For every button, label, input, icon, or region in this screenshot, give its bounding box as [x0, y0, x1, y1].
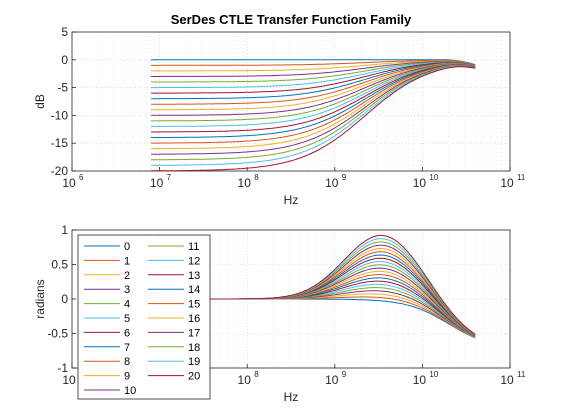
x-tick-label: 10 [325, 373, 339, 387]
legend-box [77, 234, 211, 400]
x-tick-label: 10 [500, 176, 514, 190]
x-tick-label: 10 [238, 373, 252, 387]
y-tick-label: 5 [61, 25, 68, 39]
legend-label-12: 12 [188, 255, 200, 267]
x-tick-label: 10 [325, 176, 339, 190]
x-tick-exponent: 8 [254, 370, 259, 379]
magnitude-curve-17 [151, 65, 476, 155]
legend-label-17: 17 [188, 327, 200, 339]
x-tick-exponent: 8 [254, 173, 259, 182]
magnitude-curve-8 [151, 62, 476, 105]
y-tick-label: 1 [61, 223, 68, 237]
y-tick-label: -5 [57, 81, 68, 95]
magnitude-curve-10 [151, 63, 476, 116]
x-tick-exponent: 11 [517, 173, 526, 182]
legend-label-0: 0 [124, 241, 130, 253]
legend-label-9: 9 [124, 371, 130, 383]
y-tick-label: 0 [61, 292, 68, 306]
y-tick-label: -20 [51, 164, 69, 178]
x-axis-label: Hz [284, 193, 299, 207]
y-tick-label: 0 [61, 53, 68, 67]
magnitude-curve-13 [151, 64, 476, 133]
magnitude-curve-14 [151, 64, 476, 138]
legend-label-3: 3 [124, 284, 130, 296]
x-tick-label: 10 [150, 176, 164, 190]
legend-label-7: 7 [124, 342, 130, 354]
magnitude-curve-3 [151, 60, 476, 77]
legend-label-18: 18 [188, 342, 200, 354]
legend-label-15: 15 [188, 299, 200, 311]
magnitude-curve-12 [151, 63, 476, 127]
magnitude-curve-20 [151, 66, 476, 172]
magnitude-curve-0 [151, 59, 476, 66]
y-tick-label: -0.5 [47, 327, 68, 341]
chart-title: SerDes CTLE Transfer Function Family [171, 12, 412, 27]
axes-box [71, 31, 511, 172]
x-tick-label: 10 [500, 373, 514, 387]
y-axis-label: dB [33, 94, 47, 109]
magnitude-curve-16 [151, 65, 476, 150]
magnitude-curve-9 [151, 62, 476, 111]
y-tick-label: 0.5 [51, 258, 68, 272]
y-tick-label: -15 [51, 136, 69, 150]
legend-label-5: 5 [124, 313, 130, 325]
legend-label-19: 19 [188, 356, 200, 368]
x-tick-exponent: 9 [342, 370, 347, 379]
legend-label-6: 6 [124, 327, 130, 339]
legend-label-11: 11 [188, 241, 199, 253]
magnitude-curve-7 [151, 62, 476, 100]
x-tick-label: 10 [413, 373, 427, 387]
x-tick-exponent: 11 [517, 370, 526, 379]
x-tick-exponent: 10 [429, 173, 438, 182]
magnitude-curve-15 [151, 64, 476, 144]
magnitude-curve-18 [151, 65, 476, 161]
legend-label-1: 1 [124, 255, 130, 267]
x-tick-exponent: 10 [429, 370, 438, 379]
x-tick-exponent: 7 [167, 173, 172, 182]
x-tick-label: 10 [62, 373, 76, 387]
legend-label-20: 20 [188, 371, 200, 383]
x-tick-exponent: 9 [342, 173, 347, 182]
magnitude-curve-1 [151, 59, 476, 66]
legend-label-10: 10 [124, 385, 136, 397]
legend-label-4: 4 [124, 299, 130, 311]
legend-label-16: 16 [188, 313, 200, 325]
legend-label-14: 14 [188, 284, 200, 296]
magnitude-curve-11 [151, 63, 476, 122]
y-axis-label: radians [33, 279, 47, 318]
x-tick-label: 10 [238, 176, 252, 190]
y-tick-label: -10 [51, 108, 69, 122]
x-tick-label: 10 [413, 176, 427, 190]
magnitude-curve-4 [151, 61, 476, 83]
x-axis-label: Hz [284, 390, 299, 404]
magnitude-curve-19 [151, 66, 476, 166]
magnitude-curve-6 [151, 61, 476, 94]
x-tick-label: 10 [62, 176, 76, 190]
legend-label-13: 13 [188, 270, 200, 282]
magnitude-curve-2 [151, 60, 476, 72]
x-tick-exponent: 6 [79, 173, 84, 182]
legend-label-8: 8 [124, 356, 130, 368]
magnitude-curve-5 [151, 61, 476, 89]
y-tick-label: -1 [57, 361, 68, 375]
legend-label-2: 2 [124, 270, 130, 282]
